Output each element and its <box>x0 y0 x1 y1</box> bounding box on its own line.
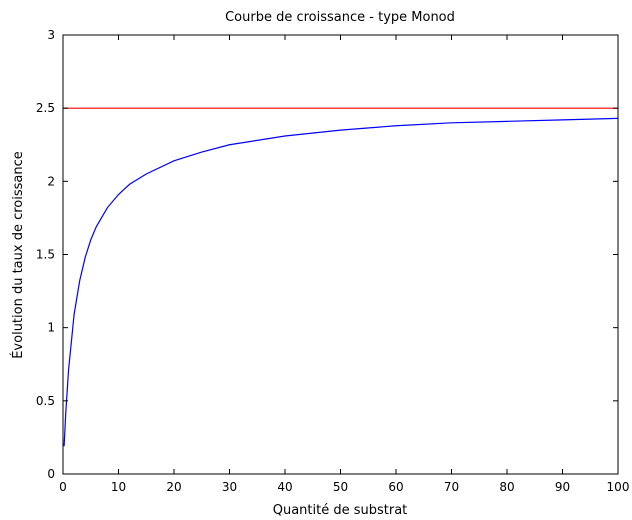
x-tick-label: 20 <box>166 480 181 494</box>
y-tick-label: 1 <box>47 321 55 335</box>
y-tick-label: 3 <box>47 28 55 42</box>
chart-title: Courbe de croissance - type Monod <box>225 10 455 25</box>
x-tick-label: 30 <box>222 480 237 494</box>
y-tick-label: 0 <box>47 467 55 481</box>
y-tick-label: 2 <box>47 174 55 188</box>
series-line-0 <box>63 117 619 447</box>
x-tick-label: 10 <box>111 480 126 494</box>
x-tick-label: 0 <box>59 480 67 494</box>
x-tick-label: 70 <box>444 480 459 494</box>
plot-area: 0 10 20 30 40 50 60 70 80 90 100 0 0.5 1 1.5 2 2.5 3 <box>36 28 630 494</box>
x-tick-label: 100 <box>607 480 630 494</box>
x-tick-label: 80 <box>499 480 514 494</box>
x-tick-label: 90 <box>555 480 570 494</box>
y-tick-label: 1.5 <box>36 248 55 262</box>
x-tick-label: 40 <box>277 480 292 494</box>
y-tick-label: 0.5 <box>36 394 55 408</box>
x-tick-label: 50 <box>333 480 348 494</box>
y-axis-label: Évolution du taux de croissance <box>10 151 26 359</box>
x-axis-label: Quantité de substrat <box>273 503 408 518</box>
y-tick-label: 2.5 <box>36 101 55 115</box>
x-tick-label: 60 <box>388 480 403 494</box>
